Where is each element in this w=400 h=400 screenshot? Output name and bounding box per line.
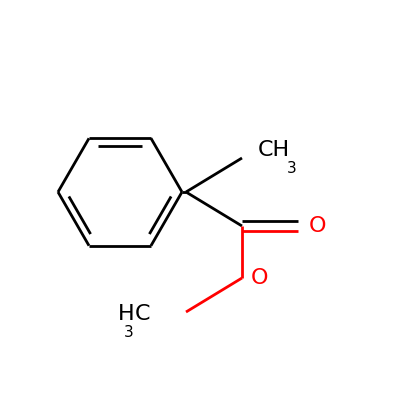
Text: CH: CH (258, 140, 290, 160)
Text: O: O (251, 268, 269, 288)
Text: 3: 3 (124, 325, 134, 340)
Text: 3: 3 (287, 161, 296, 176)
Text: O: O (309, 216, 327, 236)
Text: C: C (135, 304, 150, 324)
Text: H: H (117, 304, 134, 324)
